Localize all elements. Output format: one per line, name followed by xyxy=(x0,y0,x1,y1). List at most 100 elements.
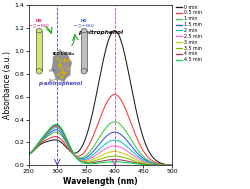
4 min xyxy=(170,164,173,166)
3.5 min xyxy=(138,162,141,164)
2.5 min xyxy=(27,153,30,155)
3.5 min xyxy=(85,161,88,163)
3.5 min xyxy=(125,157,128,160)
4.5 min xyxy=(85,163,88,165)
0 min xyxy=(90,115,93,117)
Line: 1.5 min: 1.5 min xyxy=(28,130,171,165)
1.5 min xyxy=(85,156,88,158)
0 min xyxy=(113,29,116,32)
3.5 min xyxy=(42,136,44,138)
3 min xyxy=(125,154,128,156)
0.5 min xyxy=(42,140,44,143)
2.5 min xyxy=(125,150,128,152)
0.5 min xyxy=(125,112,128,114)
0.5 min xyxy=(27,153,30,156)
2.5 min xyxy=(170,164,173,166)
Line: 0 min: 0 min xyxy=(28,31,171,165)
4 min xyxy=(42,136,44,138)
Line: 0.5 min: 0.5 min xyxy=(28,94,171,165)
1.5 min xyxy=(54,129,57,131)
0 min xyxy=(27,153,30,156)
Line: 2 min: 2 min xyxy=(28,128,171,165)
2 min xyxy=(54,126,57,129)
Y-axis label: Absorbance (a.u.): Absorbance (a.u.) xyxy=(4,51,13,119)
Line: 3 min: 3 min xyxy=(28,125,171,165)
4 min xyxy=(138,163,141,165)
Line: 2.5 min: 2.5 min xyxy=(28,126,171,165)
4.5 min xyxy=(170,164,173,166)
4.5 min xyxy=(125,162,128,164)
0.5 min xyxy=(170,164,173,166)
Line: 1 min: 1 min xyxy=(28,122,171,165)
2.5 min xyxy=(138,159,141,161)
2.5 min xyxy=(141,160,144,162)
0 min xyxy=(170,164,173,166)
4.5 min xyxy=(27,153,30,155)
0 min xyxy=(125,65,128,67)
3 min xyxy=(170,164,173,166)
1 min xyxy=(85,154,88,156)
1 min xyxy=(170,164,173,166)
1.5 min xyxy=(42,138,44,140)
2.5 min xyxy=(85,159,88,161)
Line: 4 min: 4 min xyxy=(28,125,171,165)
3 min xyxy=(54,124,58,126)
4.5 min xyxy=(90,163,93,165)
2.5 min xyxy=(90,157,93,159)
2 min xyxy=(141,159,144,161)
4.5 min xyxy=(42,135,44,138)
Legend: 0 min, 0.5 min, 1 min, 1.5 min, 2 min, 2.5 min, 3 min, 3.5 min, 4 min, 4.5 min: 0 min, 0.5 min, 1 min, 1.5 min, 2 min, 2… xyxy=(175,5,201,62)
2 min xyxy=(27,153,30,155)
Line: 4.5 min: 4.5 min xyxy=(28,124,171,165)
Text: p-aminophenol: p-aminophenol xyxy=(38,81,82,86)
Line: 3.5 min: 3.5 min xyxy=(28,125,171,165)
3.5 min xyxy=(90,160,93,163)
2 min xyxy=(42,137,44,139)
4 min xyxy=(54,124,58,126)
1 min xyxy=(138,152,141,155)
1.5 min xyxy=(90,152,93,154)
1 min xyxy=(42,139,44,141)
0 min xyxy=(138,128,141,130)
3 min xyxy=(90,159,93,161)
1 min xyxy=(113,121,116,123)
4.5 min xyxy=(54,123,58,125)
2.5 min xyxy=(42,136,44,139)
Text: p-nitrophenol: p-nitrophenol xyxy=(78,30,122,35)
1.5 min xyxy=(141,157,144,160)
2 min xyxy=(125,146,128,148)
0.5 min xyxy=(113,93,116,96)
1 min xyxy=(125,132,128,134)
3.5 min xyxy=(170,164,173,166)
1 min xyxy=(27,153,30,155)
1 min xyxy=(141,155,144,157)
3.5 min xyxy=(141,162,144,164)
4 min xyxy=(90,162,93,164)
1 min xyxy=(90,148,93,150)
1.5 min xyxy=(125,140,128,142)
3 min xyxy=(42,136,44,138)
2 min xyxy=(85,158,88,160)
1.5 min xyxy=(138,155,141,157)
1.5 min xyxy=(27,153,30,155)
4 min xyxy=(125,160,128,162)
0 min xyxy=(42,142,44,144)
3 min xyxy=(85,160,88,163)
0.5 min xyxy=(141,149,144,152)
4 min xyxy=(27,153,30,155)
0.5 min xyxy=(85,148,88,150)
3 min xyxy=(141,161,144,163)
3.5 min xyxy=(54,124,58,126)
0 min xyxy=(85,134,88,136)
4.5 min xyxy=(138,163,141,166)
0.5 min xyxy=(138,145,141,147)
0.5 min xyxy=(90,138,93,140)
4.5 min xyxy=(141,163,144,166)
X-axis label: Wavelength (nm): Wavelength (nm) xyxy=(63,177,137,186)
3 min xyxy=(138,160,141,163)
2 min xyxy=(90,155,93,157)
3.5 min xyxy=(27,153,30,155)
3 min xyxy=(27,153,30,155)
4 min xyxy=(141,163,144,165)
2 min xyxy=(170,164,173,166)
